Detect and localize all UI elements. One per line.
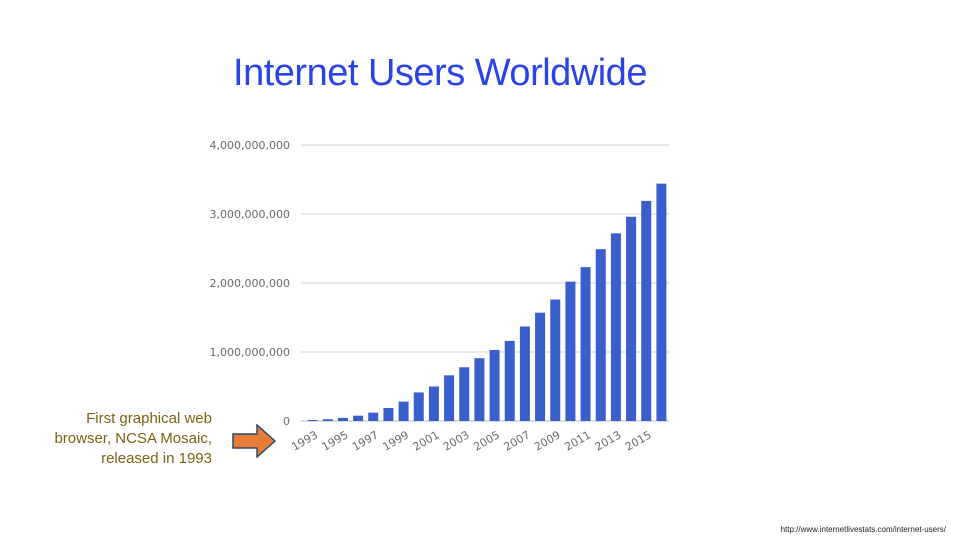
x-tick-label: 2015 [623,428,654,453]
bar-2001 [428,386,439,421]
bar-2000 [413,392,424,421]
bar-2003 [459,367,470,421]
mosaic-callout: First graphical web browser, NCSA Mosaic… [20,409,212,469]
y-tick-label: 0 [283,415,290,428]
x-tick-label: 2013 [593,428,624,453]
bar-1997 [368,412,379,421]
bar-1996 [353,415,364,421]
bar-2015 [641,200,652,421]
x-tick-label: 1997 [350,428,381,453]
x-tick-label: 2007 [502,428,533,453]
y-tick-label: 4,000,000,000 [210,139,290,152]
bar-1993 [307,420,318,421]
y-tick-label: 1,000,000,000 [210,346,290,359]
bar-2005 [489,349,500,421]
bar-1998 [383,408,394,421]
x-tick-label: 1999 [380,428,411,453]
bar-1999 [398,401,409,421]
y-tick-label: 2,000,000,000 [210,277,290,290]
callout-line-3: released in 1993 [101,450,212,467]
bar-2012 [595,249,606,421]
bar-2013 [610,233,621,421]
source-citation: http://www.internetlivestats.com/interne… [780,525,946,534]
bar-2011 [580,267,591,421]
x-tick-label: 1995 [320,428,351,453]
bar-2008 [535,312,546,421]
bar-2009 [550,299,561,421]
x-tick-label: 1993 [289,428,320,453]
x-tick-label: 2011 [562,428,593,453]
slide-title: Internet Users Worldwide [233,52,647,94]
callout-line-2: browser, NCSA Mosaic, [54,430,212,447]
bar-2007 [519,326,530,421]
bar-2014 [626,216,637,421]
x-axis-ticks: 1993 1995 1997 1999 2001 2003 2005 2007 2009 2011… [289,428,653,453]
callout-line-1: First graphical web [86,410,212,427]
x-tick-label: 2001 [411,428,442,453]
bar-2004 [474,358,485,421]
x-tick-label: 2009 [532,428,563,453]
bar-2016 [656,183,667,421]
bar-2006 [504,340,515,421]
x-tick-label: 2003 [441,428,472,453]
bars [307,183,667,421]
bar-1994 [322,419,333,421]
bar-2002 [444,375,455,421]
bar-1995 [337,417,348,421]
right-arrow-icon [232,424,276,458]
bar-2010 [565,281,576,421]
y-tick-label: 3,000,000,000 [210,208,290,221]
y-axis-ticks: 0 1,000,000,000 2,000,000,000 3,000,000,000… [210,139,290,428]
x-tick-label: 2005 [471,428,502,453]
